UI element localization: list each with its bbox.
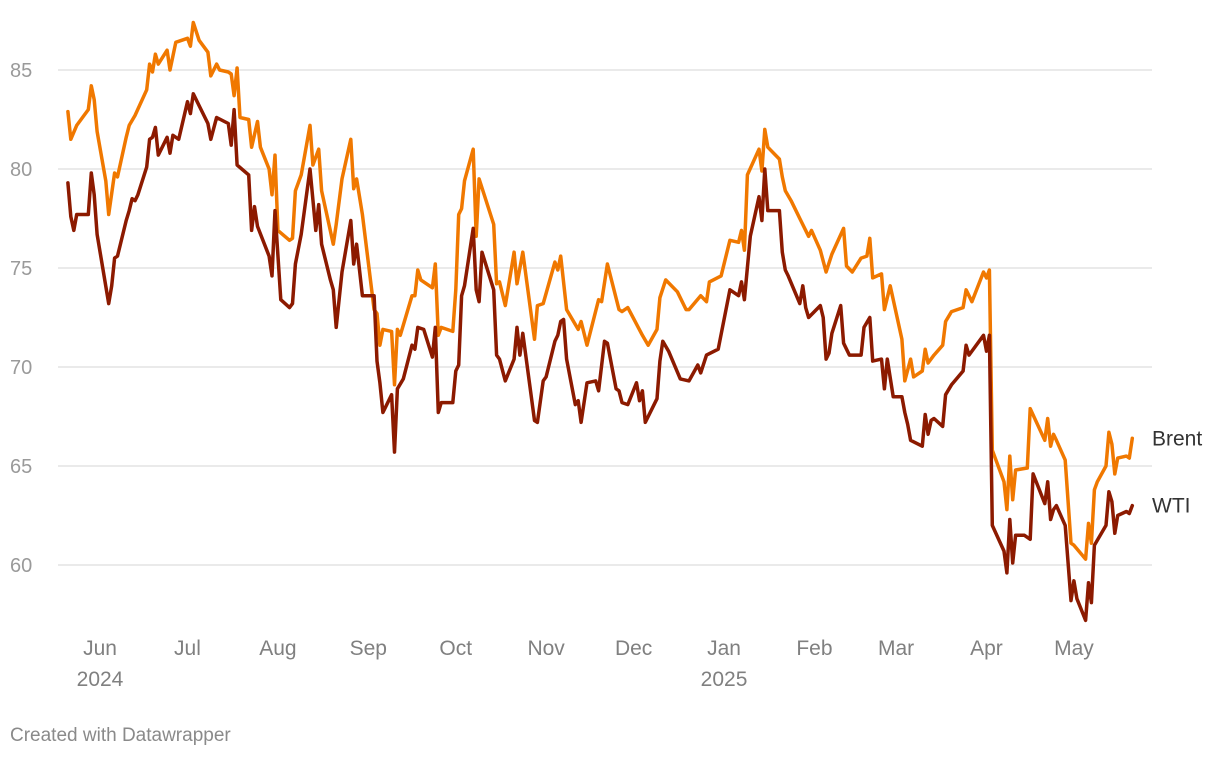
series-line-brent — [66, 20, 1135, 561]
x-tick-label: Jul — [174, 637, 201, 660]
series-label-brent: Brent — [1152, 427, 1202, 450]
x-tick-label: Jun — [83, 637, 117, 660]
series-lines — [66, 20, 1135, 623]
x-tick-year: 2024 — [77, 668, 124, 691]
series-line-wti — [66, 92, 1135, 623]
x-tick-year: 2025 — [701, 668, 748, 691]
x-tick-label: Oct — [439, 637, 472, 660]
x-tick-label: May — [1054, 637, 1094, 660]
x-axis-ticks: Jun 2024 Jul Aug Sep Oct Nov Dec Jan 2025 Feb Mar Ap… — [77, 637, 1095, 691]
series-label-wti: WTI — [1152, 495, 1190, 518]
y-tick-label: 80 — [10, 159, 32, 181]
datawrapper-credit: Created with Datawrapper — [10, 725, 231, 746]
x-tick-label: Aug — [259, 637, 296, 660]
x-tick-label: Nov — [527, 637, 565, 660]
x-tick-label: Apr — [970, 637, 1003, 660]
y-tick-label: 60 — [10, 555, 32, 577]
y-tick-label: 70 — [10, 357, 32, 379]
x-tick-label: Mar — [878, 637, 914, 660]
x-tick-label: Sep — [350, 637, 387, 660]
x-tick-label: Jan — [707, 637, 741, 660]
y-tick-label: 65 — [10, 456, 32, 478]
x-tick-label: Feb — [796, 637, 832, 660]
y-tick-label: 85 — [10, 60, 32, 82]
series-labels: Brent WTI — [1152, 427, 1202, 517]
oil-price-line-chart: 60 65 70 75 80 85 Jun 2024 Jul Aug Sep Oct Nov Dec Ja… — [10, 20, 1202, 691]
x-tick-label: Dec — [615, 637, 652, 660]
y-axis-ticks: 60 65 70 75 80 85 — [10, 60, 32, 577]
gridlines — [58, 69, 1152, 566]
y-tick-label: 75 — [10, 258, 32, 280]
